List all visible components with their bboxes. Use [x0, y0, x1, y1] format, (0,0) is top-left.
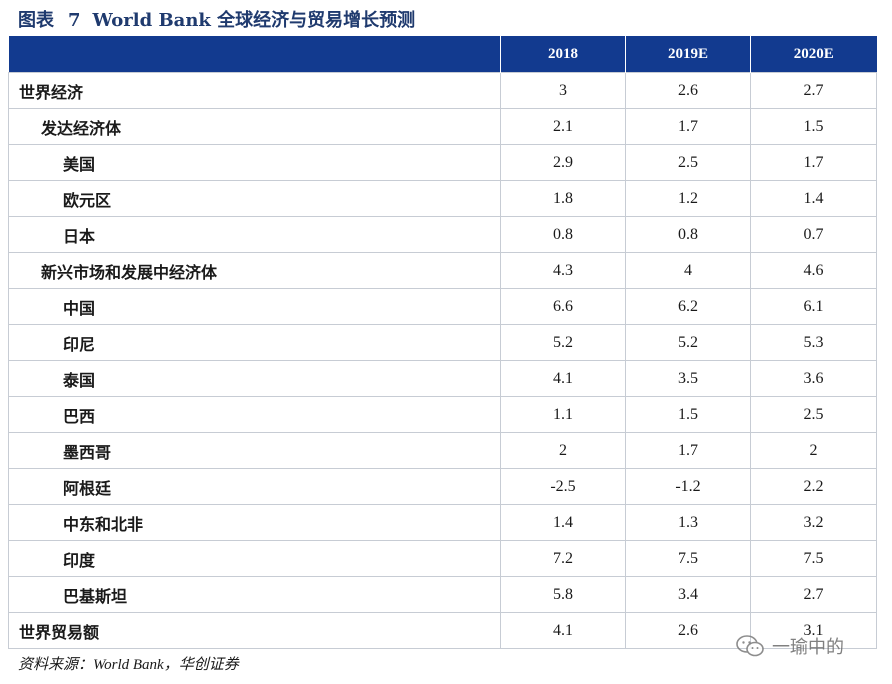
value-cell: 1.4 — [500, 504, 626, 541]
header-row: 2018 2019E 2020E — [8, 36, 877, 73]
value-cell: 2.1 — [500, 108, 626, 145]
table-row: 阿根廷 -2.5 -1.2 2.2 — [8, 468, 877, 505]
table-row: 中东和北非 1.4 1.3 3.2 — [8, 504, 877, 541]
header-cell-2020e: 2020E — [750, 36, 877, 73]
figure-title: 图表 7 World Bank 全球经济与贸易增长预测 — [18, 8, 415, 34]
value-cell: 1.7 — [625, 432, 751, 469]
value-cell: 7.2 — [500, 540, 626, 577]
value-cell: 3.2 — [750, 504, 877, 541]
row-label: 巴基斯坦 — [8, 576, 501, 613]
value-cell: 5.3 — [750, 324, 877, 361]
value-cell: 4.3 — [500, 252, 626, 289]
value-cell: 2.7 — [750, 72, 877, 109]
value-cell: 3.4 — [625, 576, 751, 613]
table-body: 世界经济 3 2.6 2.7 发达经济体 2.1 1.7 1.5 美国 2.9 2.5 1.7 欧元区 1… — [8, 72, 877, 649]
wechat-icon — [736, 635, 764, 657]
table-row: 泰国 4.1 3.5 3.6 — [8, 360, 877, 397]
value-cell: 2.2 — [750, 468, 877, 505]
row-label: 中国 — [8, 288, 501, 325]
value-cell: 1.3 — [625, 504, 751, 541]
header-cell-2018: 2018 — [500, 36, 626, 73]
value-cell: 5.8 — [500, 576, 626, 613]
value-cell: 1.7 — [750, 144, 877, 181]
table-row: 发达经济体 2.1 1.7 1.5 — [8, 108, 877, 145]
source-note: 资料来源：World Bank，华创证券 — [18, 657, 239, 673]
value-cell: 4 — [625, 252, 751, 289]
table-row: 新兴市场和发展中经济体 4.3 4 4.6 — [8, 252, 877, 289]
table-row: 墨西哥 2 1.7 2 — [8, 432, 877, 469]
value-cell: 7.5 — [750, 540, 877, 577]
value-cell: 0.7 — [750, 216, 877, 253]
watermark: 一瑜中的 — [736, 630, 844, 662]
value-cell: 3.1 — [750, 612, 877, 649]
watermark-text: 一瑜中的 — [772, 637, 844, 658]
value-cell: 1.1 — [500, 396, 626, 433]
value-cell: 2.9 — [500, 144, 626, 181]
value-cell: 2.6 — [625, 612, 751, 649]
table-row: 印尼 5.2 5.2 5.3 — [8, 324, 877, 361]
value-cell: 4.1 — [500, 612, 626, 649]
table-header: 2018 2019E 2020E — [8, 36, 877, 73]
value-cell: 2.7 — [750, 576, 877, 613]
row-label: 墨西哥 — [8, 432, 501, 469]
row-label: 日本 — [8, 216, 501, 253]
row-label: 发达经济体 — [8, 108, 501, 145]
row-label: 印度 — [8, 540, 501, 577]
value-cell: 4.1 — [500, 360, 626, 397]
value-cell: 5.2 — [625, 324, 751, 361]
value-cell: 2.5 — [750, 396, 877, 433]
row-label: 阿根廷 — [8, 468, 501, 505]
value-cell: 6.2 — [625, 288, 751, 325]
value-cell: 1.7 — [625, 108, 751, 145]
value-cell: 2.6 — [625, 72, 751, 109]
value-cell: 1.8 — [500, 180, 626, 217]
value-cell: 5.2 — [500, 324, 626, 361]
table-row: 世界经济 3 2.6 2.7 — [8, 72, 877, 109]
figure-title-prefix: 图表 — [18, 10, 54, 31]
table-row: 美国 2.9 2.5 1.7 — [8, 144, 877, 181]
row-label: 巴西 — [8, 396, 501, 433]
header-cell-2019e: 2019E — [625, 36, 751, 73]
value-cell: 0.8 — [625, 216, 751, 253]
row-label: 泰国 — [8, 360, 501, 397]
value-cell: 1.4 — [750, 180, 877, 217]
value-cell: -2.5 — [500, 468, 626, 505]
value-cell: 6.6 — [500, 288, 626, 325]
table-row: 欧元区 1.8 1.2 1.4 — [8, 180, 877, 217]
value-cell: 7.5 — [625, 540, 751, 577]
value-cell: 2.5 — [625, 144, 751, 181]
value-cell: 6.1 — [750, 288, 877, 325]
row-label: 印尼 — [8, 324, 501, 361]
value-cell: 1.5 — [750, 108, 877, 145]
value-cell: 0.8 — [500, 216, 626, 253]
value-cell: 1.2 — [625, 180, 751, 217]
figure-number: 7 — [68, 10, 81, 31]
value-cell: -1.2 — [625, 468, 751, 505]
row-label: 欧元区 — [8, 180, 501, 217]
figure-title-text: World Bank 全球经济与贸易增长预测 — [92, 10, 416, 31]
row-label: 世界贸易额 — [8, 612, 501, 649]
table-row: 巴西 1.1 1.5 2.5 — [8, 396, 877, 433]
value-cell: 3 — [500, 72, 626, 109]
table-row: 世界贸易额 4.1 2.6 3.1 — [8, 612, 877, 649]
value-cell: 4.6 — [750, 252, 877, 289]
row-label: 美国 — [8, 144, 501, 181]
table-row: 中国 6.6 6.2 6.1 — [8, 288, 877, 325]
row-label: 世界经济 — [8, 72, 501, 109]
value-cell: 3.6 — [750, 360, 877, 397]
value-cell: 1.5 — [625, 396, 751, 433]
value-cell: 3.5 — [625, 360, 751, 397]
table-row: 巴基斯坦 5.8 3.4 2.7 — [8, 576, 877, 613]
header-cell-label — [8, 36, 501, 73]
table-row: 日本 0.8 0.8 0.7 — [8, 216, 877, 253]
row-label: 新兴市场和发展中经济体 — [8, 252, 501, 289]
value-cell: 2 — [500, 432, 626, 469]
row-label: 中东和北非 — [8, 504, 501, 541]
table-row: 印度 7.2 7.5 7.5 — [8, 540, 877, 577]
value-cell: 2 — [750, 432, 877, 469]
forecast-table: 2018 2019E 2020E 世界经济 3 2.6 2.7 发达经济体 2.1 1.7 1… — [8, 36, 877, 649]
